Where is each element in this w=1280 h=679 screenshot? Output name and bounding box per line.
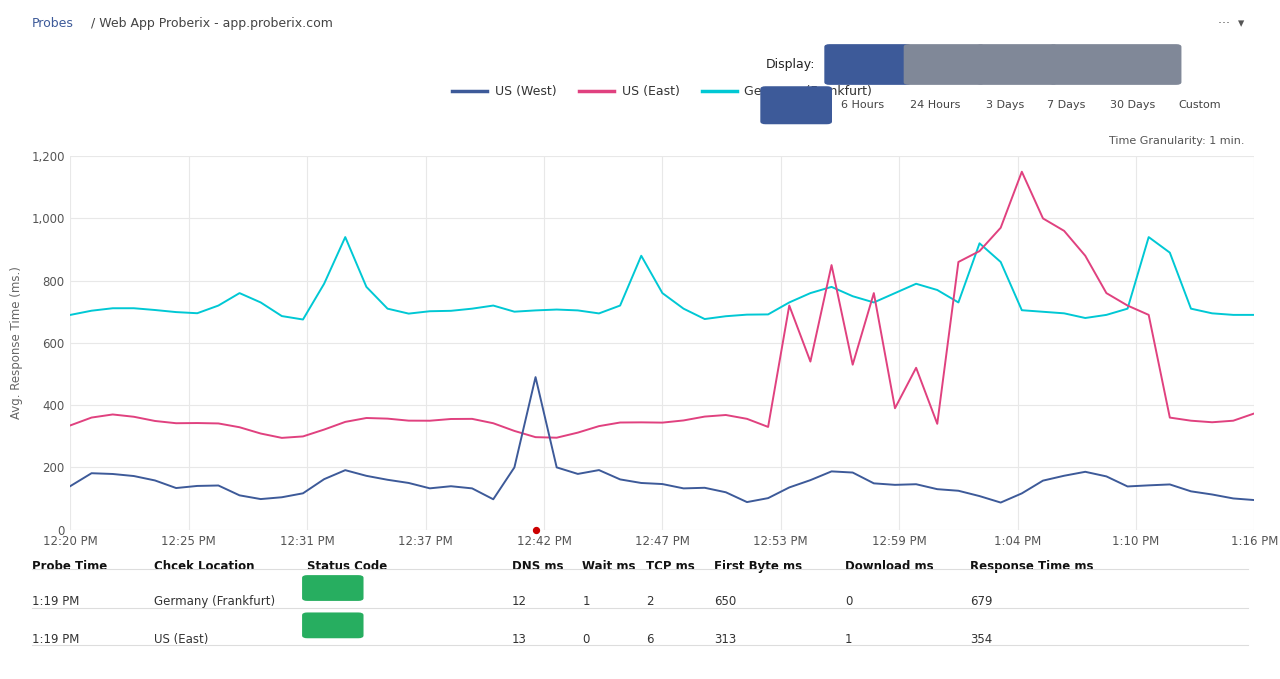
Text: US (East): US (East)	[154, 633, 207, 646]
Text: / Web App Proberix - app.proberix.com: / Web App Proberix - app.proberix.com	[87, 17, 333, 30]
Text: 6 Hours: 6 Hours	[841, 100, 884, 110]
Text: 0: 0	[582, 633, 590, 646]
Text: Probe Time: Probe Time	[32, 560, 108, 573]
Text: ···  ▾: ··· ▾	[1217, 17, 1244, 30]
Text: Chcek Location: Chcek Location	[154, 560, 255, 573]
Text: Probes: Probes	[32, 17, 74, 30]
Text: 679: 679	[970, 595, 993, 608]
Text: 650: 650	[714, 595, 736, 608]
Text: 1 Hour: 1 Hour	[777, 100, 815, 110]
Text: 24 Hours: 24 Hours	[910, 100, 961, 110]
Text: First Byte ms: First Byte ms	[714, 560, 803, 573]
Text: Status Code: Status Code	[307, 560, 388, 573]
Text: 7 Days: 7 Days	[1047, 100, 1085, 110]
Text: DNS ms: DNS ms	[512, 560, 563, 573]
Text: 1:19 PM: 1:19 PM	[32, 633, 79, 646]
Text: 1: 1	[582, 595, 590, 608]
Text: US (West): US (West)	[916, 60, 972, 69]
Text: Download ms: Download ms	[845, 560, 933, 573]
Text: 313: 313	[714, 633, 736, 646]
Text: Overview: Overview	[841, 60, 895, 69]
Text: 13: 13	[512, 633, 527, 646]
Text: Wait ms: Wait ms	[582, 560, 636, 573]
Text: Response Time ms: Response Time ms	[970, 560, 1093, 573]
Text: 3 Days: 3 Days	[986, 100, 1024, 110]
Text: 200: 200	[321, 583, 344, 593]
Text: Time Granularity: 1 min.: Time Granularity: 1 min.	[1108, 136, 1244, 146]
Text: 354: 354	[970, 633, 992, 646]
Text: 12: 12	[512, 595, 527, 608]
Text: Germany (Frankfurt): Germany (Frankfurt)	[1059, 60, 1172, 69]
Y-axis label: Avg. Response Time (ms.): Avg. Response Time (ms.)	[10, 266, 23, 420]
Text: Germany (Frankfurt): Germany (Frankfurt)	[154, 595, 275, 608]
Text: 0: 0	[845, 595, 852, 608]
Text: TCP ms: TCP ms	[646, 560, 695, 573]
Text: 30 Days: 30 Days	[1110, 100, 1155, 110]
Text: Display:: Display:	[765, 58, 815, 71]
Text: 1: 1	[845, 633, 852, 646]
Text: 200: 200	[321, 621, 344, 630]
Text: 1:19 PM: 1:19 PM	[32, 595, 79, 608]
Text: 6: 6	[646, 633, 654, 646]
Text: 2: 2	[646, 595, 654, 608]
Text: Custom: Custom	[1178, 100, 1221, 110]
Point	[525, 524, 545, 535]
Text: US (East): US (East)	[991, 60, 1043, 69]
Legend: US (West), US (East), Germany (Frankfurt): US (West), US (East), Germany (Frankfurt…	[448, 80, 877, 103]
